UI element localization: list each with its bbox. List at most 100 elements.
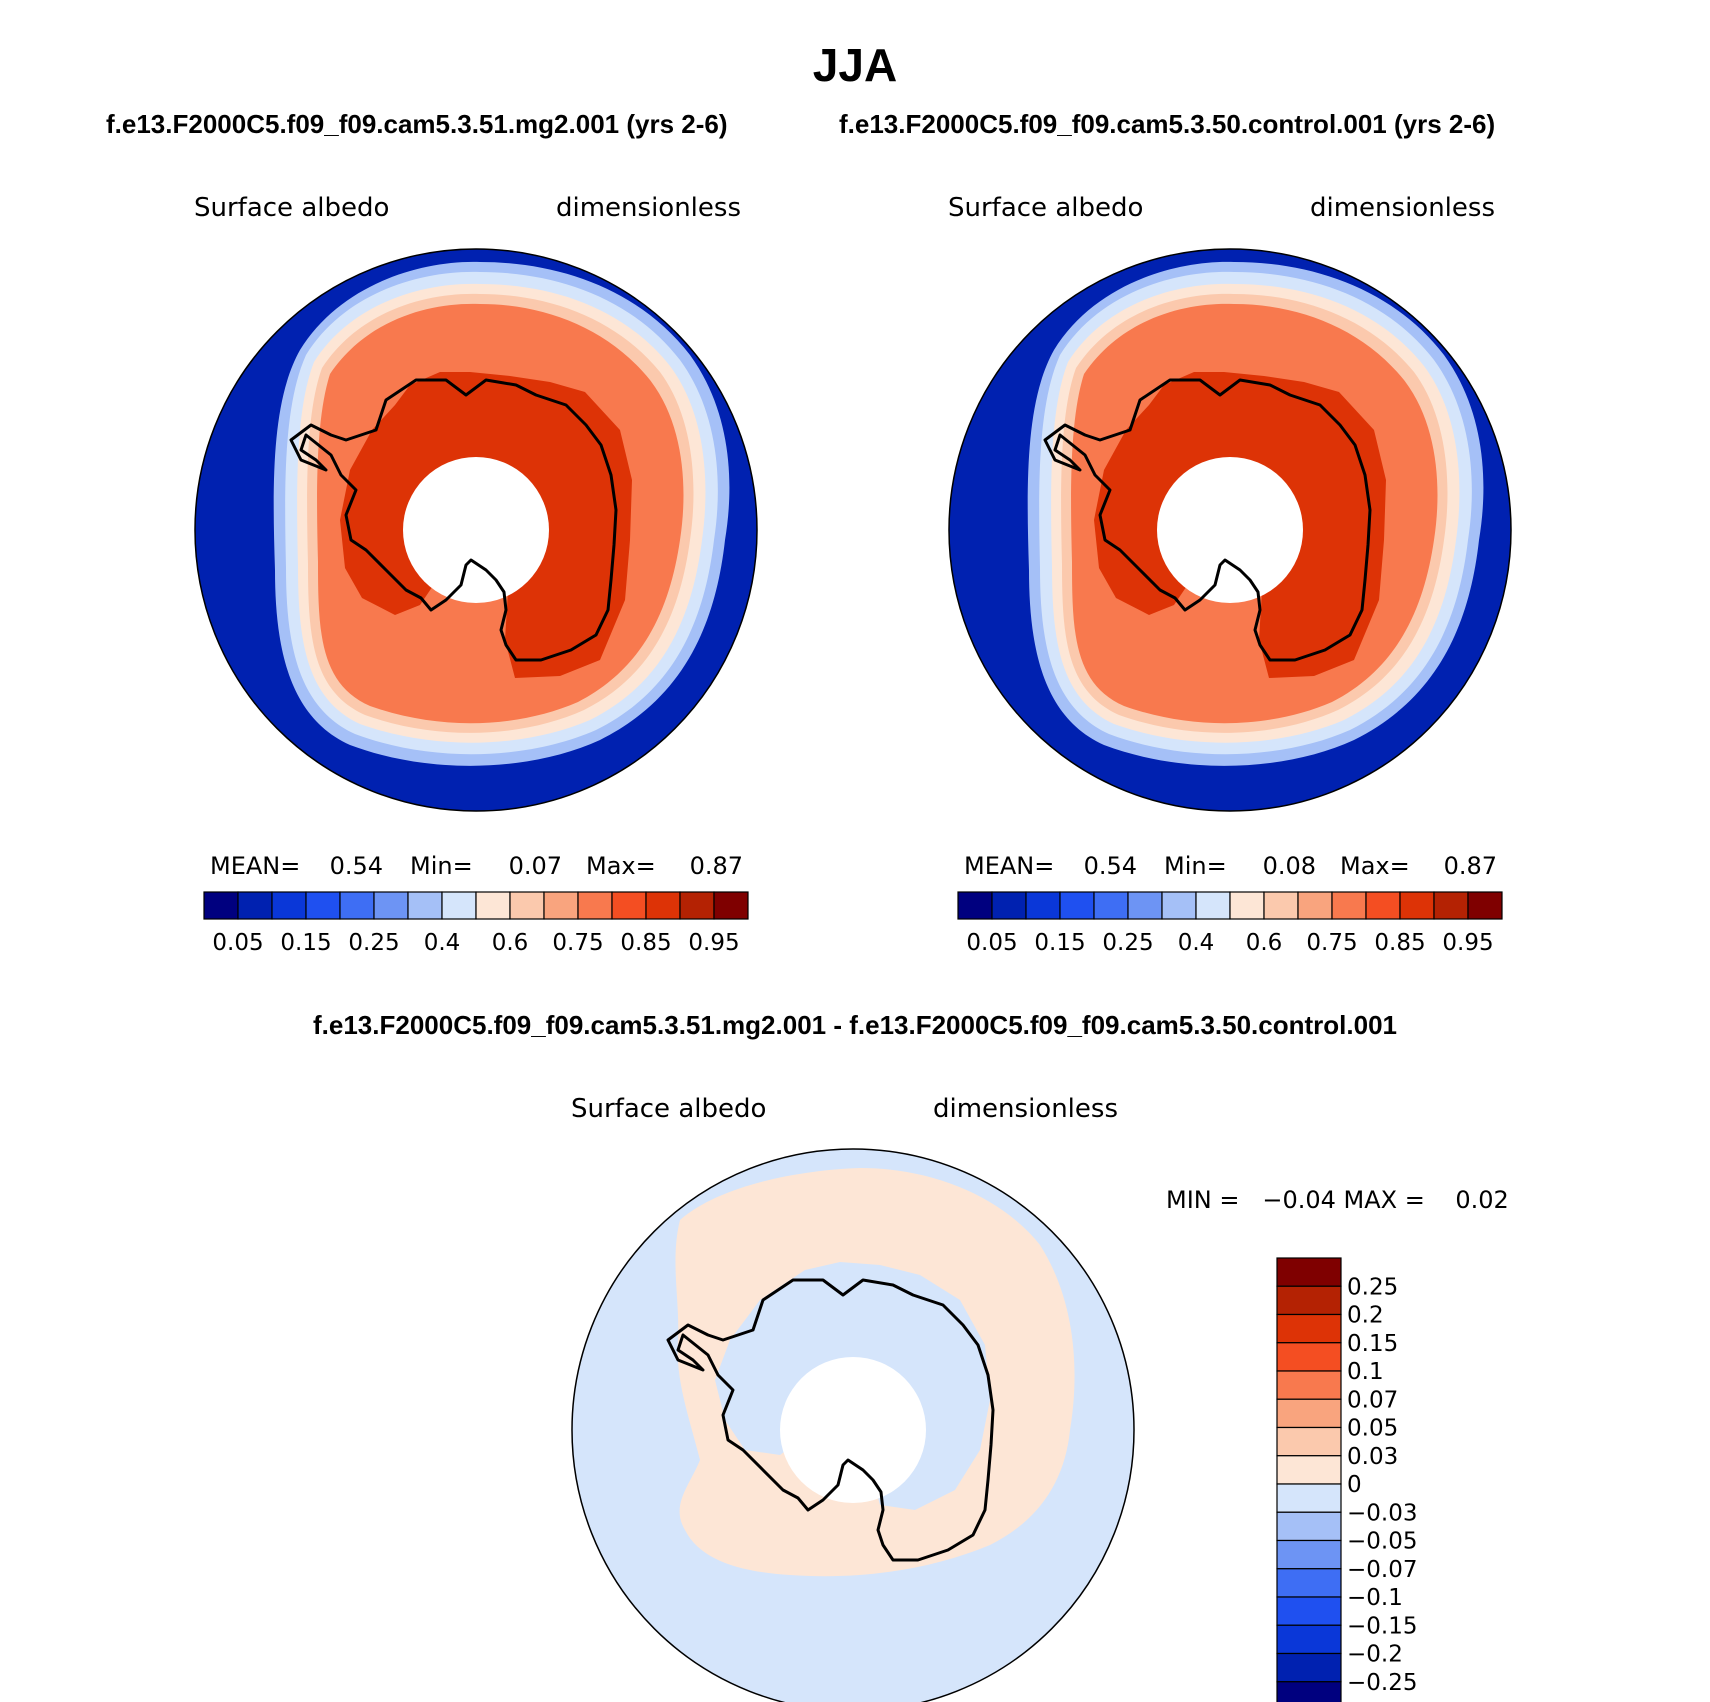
panel-control-variable: Surface albedo <box>948 193 1143 223</box>
colorbar-control-swatch <box>1365 891 1401 920</box>
colorbar-difference-swatch <box>1276 1398 1342 1429</box>
figure-title: JJA <box>813 39 897 91</box>
colorbar-difference-swatch <box>1276 1285 1342 1316</box>
panel-control-stats: MEAN= 0.54 Min= 0.08 Max= 0.87 <box>964 852 1497 880</box>
panel-mg2-max: 0.87 <box>690 852 743 880</box>
diff-variable: Surface albedo <box>571 1094 766 1124</box>
panel-mg2-header: f.e13.F2000C5.f09_f09.cam5.3.51.mg2.001 … <box>106 109 728 139</box>
colorbar-control-swatch <box>1331 891 1367 920</box>
colorbar-mg2-swatch <box>611 891 647 920</box>
colorbar-control-tick-label: 0.85 <box>1374 930 1425 956</box>
colorbar-difference-tick-label: 0.15 <box>1347 1331 1398 1357</box>
panel-control-mean: 0.54 <box>1084 852 1137 880</box>
colorbar-mg2-swatch <box>271 891 307 920</box>
map-control-border <box>948 248 1512 812</box>
colorbar-difference-tick-label: −0.07 <box>1347 1557 1417 1583</box>
colorbar-control-tick-label: 0.05 <box>966 930 1017 956</box>
colorbar-mg2-swatch <box>373 891 409 920</box>
colorbar-difference-tick-label: −0.03 <box>1347 1500 1417 1526</box>
colorbar-control-swatch <box>1025 891 1061 920</box>
map-mg2 <box>195 249 757 811</box>
map-difference-pole-hole <box>780 1357 926 1503</box>
colorbar-control-swatch <box>1195 891 1231 920</box>
panel-mg2-max-label: Max= <box>586 852 656 880</box>
panel-mg2-mean: 0.54 <box>330 852 383 880</box>
colorbar-control-swatch <box>1161 891 1197 920</box>
colorbar-difference-tick-label: 0 <box>1347 1472 1362 1498</box>
colorbar-mg2-swatch <box>475 891 511 920</box>
colorbar-difference-tick-label: 0.1 <box>1347 1359 1384 1385</box>
colorbar-mg2-tick-label: 0.75 <box>552 930 603 956</box>
colorbar-difference-swatch <box>1276 1596 1342 1626</box>
colorbar-mg2-swatch <box>339 891 375 920</box>
colorbar-control-tick-label: 0.15 <box>1034 930 1085 956</box>
colorbar-control-swatch <box>1127 891 1163 920</box>
map-mg2-border <box>194 248 758 812</box>
panel-mg2-stats: MEAN= 0.54 Min= 0.07 Max= 0.87 <box>210 852 743 880</box>
colorbar-difference-swatch <box>1276 1624 1342 1655</box>
colorbar-control-tick-label: 0.95 <box>1442 930 1493 956</box>
colorbar-mg2-swatch <box>543 891 579 920</box>
colorbar-mg2-swatch <box>679 891 715 920</box>
colorbar-mg2-tick-label: 0.05 <box>212 930 263 956</box>
diff-units: dimensionless <box>933 1094 1118 1124</box>
colorbar-difference-swatch <box>1276 1681 1342 1702</box>
panel-control-min: 0.08 <box>1263 852 1316 880</box>
colorbar-mg2-tick-label: 0.15 <box>280 930 331 956</box>
panel-control-mean-label: MEAN= <box>964 852 1054 880</box>
colorbar-control-tick-label: 0.6 <box>1246 930 1283 956</box>
diff-header: f.e13.F2000C5.f09_f09.cam5.3.51.mg2.001 … <box>313 1010 1397 1040</box>
map-mg2-pole-hole <box>403 457 549 603</box>
colorbar-mg2-swatch <box>713 891 749 920</box>
colorbar-control-swatch <box>991 891 1027 920</box>
colorbar-difference-swatch <box>1276 1539 1342 1570</box>
panel-mg2-units: dimensionless <box>556 193 741 223</box>
panel-control-max-label: Max= <box>1340 852 1410 880</box>
colorbar-control-swatch <box>957 891 993 920</box>
colorbar-difference-tick-label: −0.25 <box>1347 1670 1417 1696</box>
colorbar-mg2-swatch <box>305 891 341 920</box>
panel-control-min-label: Min= <box>1164 852 1227 880</box>
colorbar-difference-tick-label: −0.2 <box>1347 1642 1403 1668</box>
colorbar-control-swatch <box>1467 891 1503 920</box>
panel-control-units: dimensionless <box>1310 193 1495 223</box>
colorbar-mg2-tick-label: 0.85 <box>620 930 671 956</box>
colorbar-mg2-swatch <box>203 891 239 920</box>
colorbar-difference-swatch <box>1276 1342 1342 1372</box>
colorbar-control-swatch <box>1229 891 1265 920</box>
colorbar-difference-tick-label: −0.05 <box>1347 1529 1417 1555</box>
panel-control: f.e13.F2000C5.f09_f09.cam5.3.50.control.… <box>839 109 1512 956</box>
colorbar-difference-tick-label: −0.1 <box>1347 1585 1403 1611</box>
colorbar-difference-tick-label: −0.15 <box>1347 1613 1417 1639</box>
colorbar-difference-swatch <box>1276 1483 1342 1513</box>
colorbar-difference-tick-label: 0.03 <box>1347 1444 1398 1470</box>
map-control-pole-hole <box>1157 457 1303 603</box>
colorbar-mg2-swatch <box>407 891 443 920</box>
colorbar-difference-swatch <box>1276 1455 1342 1485</box>
colorbar-difference-swatch <box>1276 1568 1342 1598</box>
panel-mg2-mean-label: MEAN= <box>210 852 300 880</box>
panel-mg2-min: 0.07 <box>509 852 562 880</box>
panel-mg2-min-label: Min= <box>410 852 473 880</box>
panel-control-max: 0.87 <box>1444 852 1497 880</box>
panel-difference: f.e13.F2000C5.f09_f09.cam5.3.51.mg2.001 … <box>313 1010 1509 1702</box>
panel-mg2-variable: Surface albedo <box>194 193 389 223</box>
colorbar-difference-tick-label: 0.25 <box>1347 1274 1398 1300</box>
colorbar-difference-swatch <box>1276 1426 1342 1457</box>
colorbar-mg2-tick-label: 0.25 <box>348 930 399 956</box>
colorbar-control-swatch <box>1399 891 1435 920</box>
colorbar-difference-swatch <box>1276 1511 1342 1542</box>
diff-minmax: MIN = −0.04 MAX = 0.02 <box>1166 1186 1509 1214</box>
colorbar-mg2: 0.05 0.15 0.25 0.4 0.6 0.75 0.85 0.95 <box>203 891 749 956</box>
colorbar-difference-tick-label: 0.05 <box>1347 1416 1398 1442</box>
colorbar-control-swatch <box>1263 891 1299 920</box>
colorbar-control-swatch <box>1059 891 1095 920</box>
colorbar-mg2-swatch <box>237 891 273 920</box>
panel-control-header: f.e13.F2000C5.f09_f09.cam5.3.50.control.… <box>839 109 1495 139</box>
colorbar-difference-swatch <box>1276 1370 1342 1400</box>
colorbar-difference: 0.250.20.150.10.070.050.030−0.03−0.05−0.… <box>1276 1257 1417 1702</box>
colorbar-mg2-tick-label: 0.6 <box>492 930 529 956</box>
colorbar-mg2-swatch <box>577 891 613 920</box>
colorbar-mg2-swatch <box>441 891 477 920</box>
